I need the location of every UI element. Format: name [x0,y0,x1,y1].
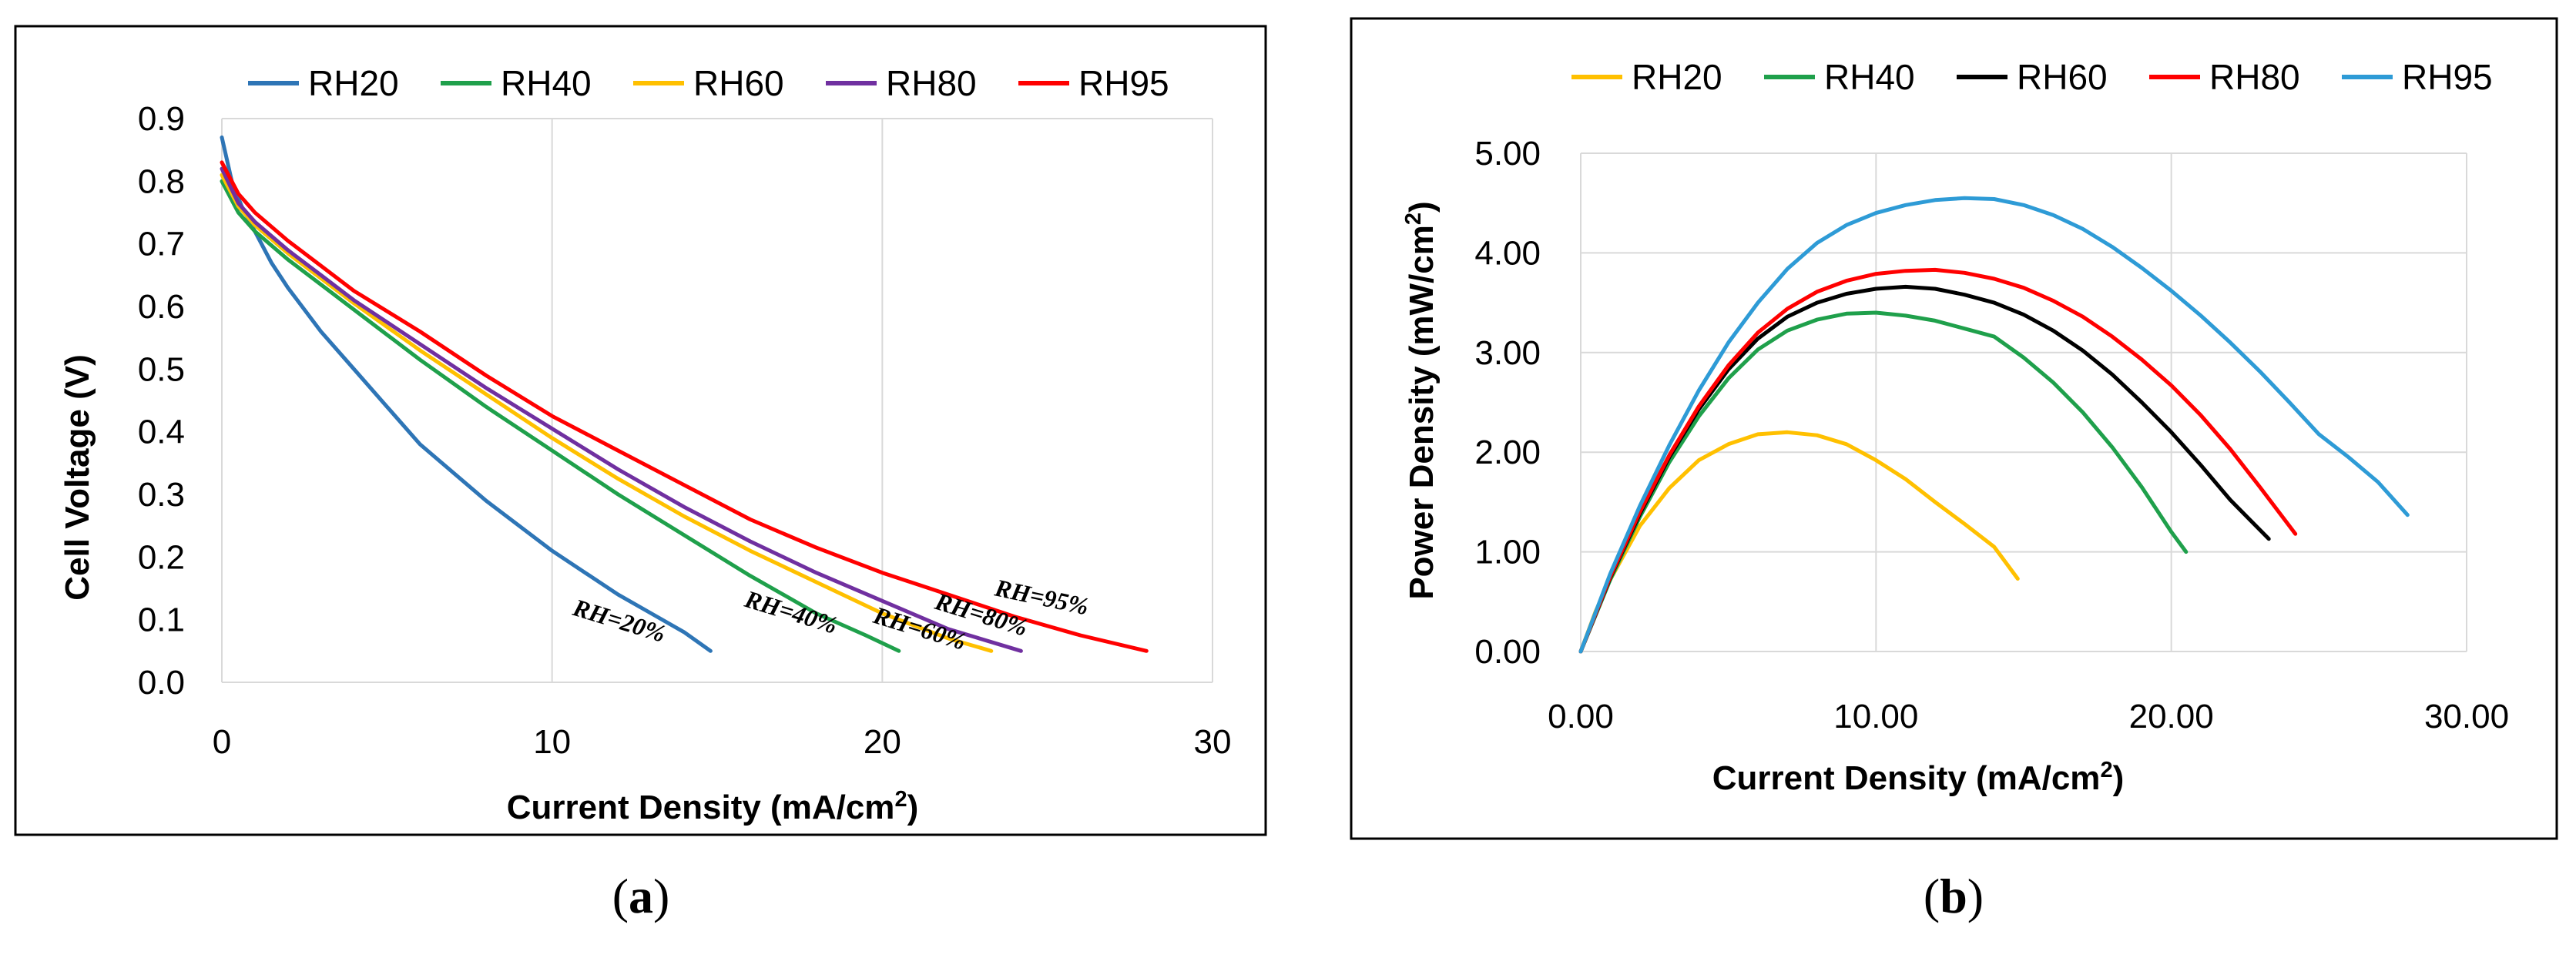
chart-b-series-line-rh20 [1578,430,2020,654]
chart-a-x-axis-label: Current Density (mA/cm2) [507,787,918,826]
chart-a-y-tick-label: 0.3 [138,476,185,514]
panel-label-a: (a) [612,869,670,923]
chart-a-legend-label-rh40: RH40 [501,63,592,103]
chart-b-x-axis-label: Current Density (mA/cm2) [1712,758,2124,797]
chart-a-y-tick-label: 0.6 [138,288,185,326]
chart-b-y-tick-label: 2.00 [1474,434,1541,471]
chart-b-legend-label-rh80: RH80 [2209,57,2300,97]
chart-b-y-axis-label: Power Density (mW/cm2) [1401,201,1441,599]
chart-b-series-line-rh80 [1578,267,2298,654]
chart-a-y-tick-label: 0.1 [138,601,185,639]
chart-a-y-tick-label: 0.5 [138,350,185,388]
chart-b-y-tick-label: 0.00 [1474,633,1541,671]
chart-a-y-tick-label: 0.4 [138,414,185,451]
chart-a-x-tick-label: 20 [864,723,901,761]
chart-a-gridlines [222,118,1213,682]
chart-a-legend: RH20 RH40 RH60 RH80 RH95 [248,63,1169,103]
chart-b-y-tick-label: 3.00 [1474,334,1541,372]
chart-b-legend: RH20 RH40 RH60 RH80 RH95 [1571,57,2493,97]
chart-a-y-tick-label: 0.9 [138,100,185,138]
chart-b-series-line-rh40 [1578,310,2189,654]
chart-b-frame [1350,17,2558,840]
chart-panel-a: 0.0 0.1 0.2 0.3 0.4 0.5 0.6 0.7 0.8 0.9 0 10 20 30 R… [14,25,1267,923]
chart-b-x-tick-label: 20.00 [2129,698,2214,735]
chart-panel-b: 0.00 1.00 2.00 3.00 4.00 5.00 0.00 10.00 20.00 3… [1350,17,2558,923]
chart-a-y-tick-label: 0.7 [138,226,185,263]
chart-a-legend-label-rh60: RH60 [693,63,784,103]
chart-a-series-line-rh40 [220,179,901,653]
chart-a-x-tick-labels: 0 10 20 30 [213,723,1232,761]
chart-a-y-tick-label: 0.8 [138,162,185,200]
chart-a-series-line-rh95 [220,160,1149,653]
chart-b-x-tick-label: 30.00 [2424,698,2509,735]
chart-a-legend-label-rh95: RH95 [1078,63,1169,103]
chart-a-y-axis-label: Cell Voltage (V) [59,354,96,600]
chart-b-legend-label-rh40: RH40 [1824,57,1915,97]
chart-a-y-tick-label: 0.2 [138,538,185,576]
chart-b-y-tick-label: 5.00 [1474,135,1541,173]
chart-b-x-tick-labels: 0.00 10.00 20.00 30.00 [1548,698,2509,735]
chart-a-series-line-rh80 [220,166,1023,653]
chart-b-x-tick-label: 0.00 [1548,698,1614,735]
chart-b-y-tick-label: 4.00 [1474,234,1541,272]
chart-a-axes [221,119,1213,683]
chart-b-series-line-rh95 [1578,196,2410,654]
chart-a-x-tick-label: 10 [533,723,571,761]
chart-a-x-tick-label: 30 [1194,723,1232,761]
chart-a-y-tick-label: 0.0 [138,664,185,702]
chart-a-series-lines [220,135,1149,653]
chart-b-legend-label-rh20: RH20 [1632,57,1722,97]
panel-label-b: (b) [1924,869,1984,923]
chart-a-x-tick-label: 0 [213,723,231,761]
chart-a-y-tick-labels: 0.0 0.1 0.2 0.3 0.4 0.5 0.6 0.7 0.8 0.9 [138,100,185,702]
chart-b-legend-label-rh60: RH60 [2017,57,2108,97]
chart-a-series-line-rh60 [220,173,994,653]
chart-a-frame [14,25,1267,836]
chart-b-legend-label-rh95: RH95 [2402,57,2493,97]
chart-b-y-tick-labels: 0.00 1.00 2.00 3.00 4.00 5.00 [1474,135,1541,671]
chart-b-y-tick-label: 1.00 [1474,534,1541,571]
chart-b-series-lines [1578,196,2410,654]
chart-a-legend-label-rh80: RH80 [886,63,977,103]
chart-b-x-tick-label: 10.00 [1833,698,1918,735]
chart-a-legend-label-rh20: RH20 [308,63,399,103]
